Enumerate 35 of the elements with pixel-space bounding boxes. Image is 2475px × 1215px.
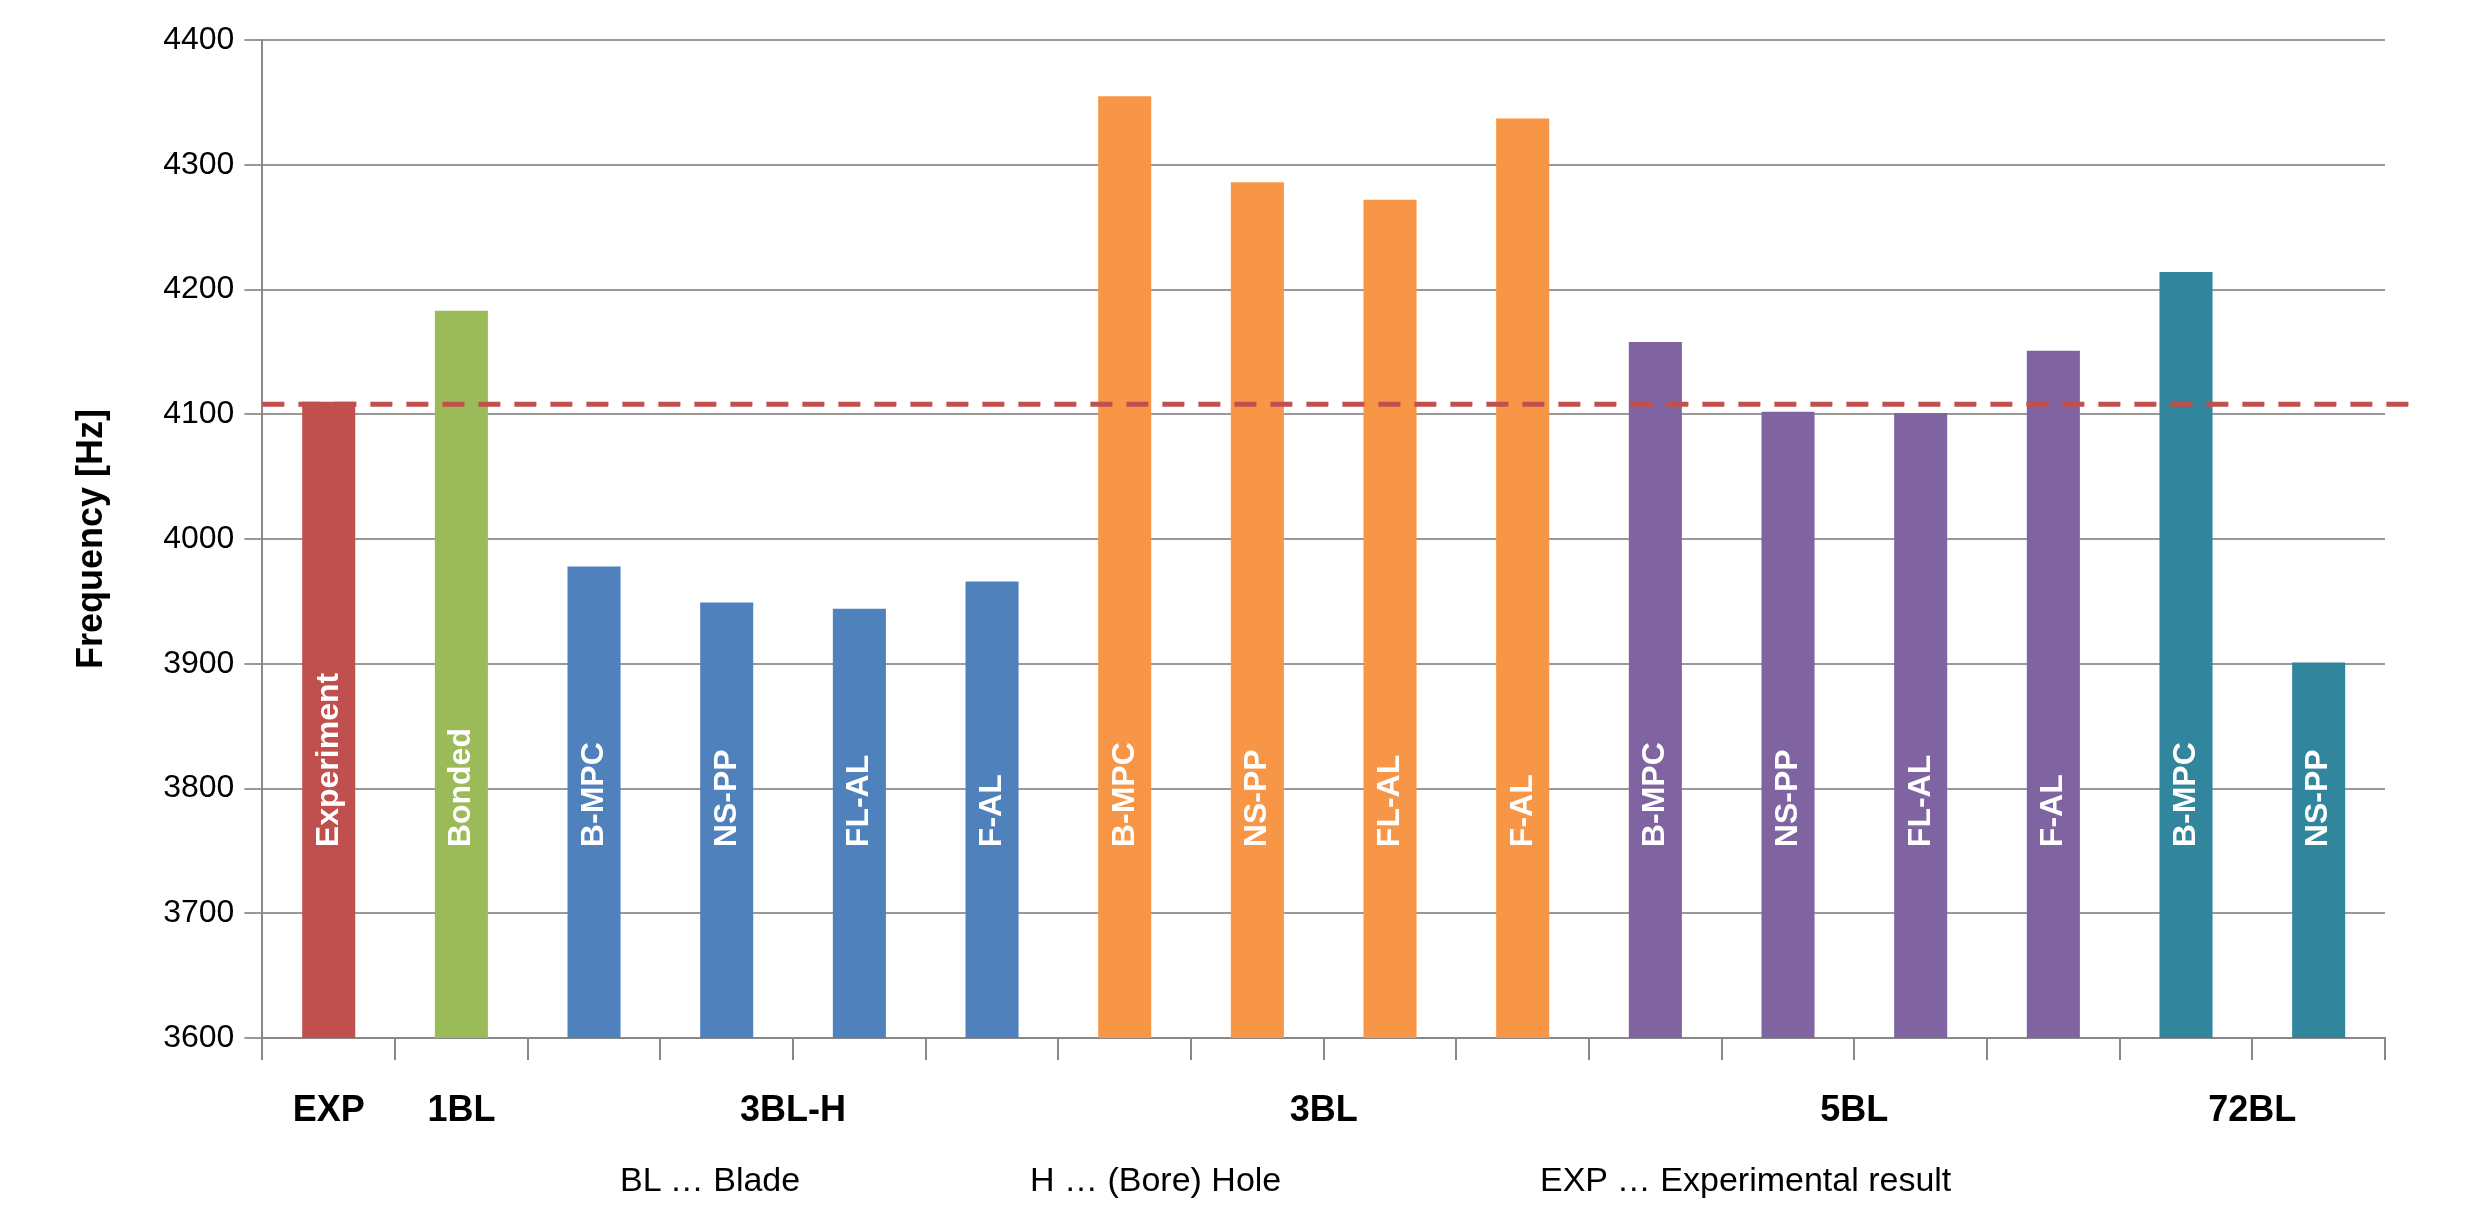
x-tick-label: B-MPC	[573, 742, 610, 848]
x-tick-label: FL-AL	[1900, 754, 1937, 848]
y-tick-label: 4200	[163, 269, 235, 306]
x-tick-label: NS-PP	[1767, 749, 1804, 848]
series-label: 3BL-H	[740, 1087, 847, 1129]
x-tick-label: NS-PP	[1237, 749, 1274, 848]
y-axis-title: Frequency [Hz]	[68, 408, 110, 670]
y-tick-label: 3900	[163, 643, 235, 680]
text: BL … Blade	[620, 1160, 801, 1199]
y-tick-label: 3800	[163, 768, 235, 805]
series-label: 1BL	[427, 1087, 496, 1129]
x-tick-label: B-MPC	[2165, 742, 2202, 848]
y-tick-label: 4300	[163, 144, 235, 181]
series-label: 72BL	[2208, 1087, 2297, 1129]
y-tick-label: 3600	[163, 1017, 235, 1054]
series-label: EXP	[292, 1087, 365, 1129]
x-tick-label: F-AL	[1502, 774, 1539, 848]
x-tick-label: B-MPC	[1104, 742, 1141, 848]
text: H … (Bore) Hole	[1030, 1160, 1282, 1199]
x-tick-label: FL-AL	[1369, 754, 1406, 848]
x-tick-label: NS-PP	[2298, 749, 2335, 848]
series-label: 3BL	[1289, 1087, 1358, 1129]
x-tick-label: Bonded	[441, 728, 478, 848]
y-tick-label: 3700	[163, 893, 235, 930]
series-label: 5BL	[1820, 1087, 1889, 1129]
y-tick-label: 4400	[163, 19, 235, 56]
x-tick-label: B-MPC	[1635, 742, 1672, 848]
text: EXP … Experimental result	[1540, 1160, 1952, 1199]
x-tick-label: F-AL	[971, 774, 1008, 848]
y-tick-label: 4100	[163, 394, 235, 431]
x-tick-label: Experiment	[308, 672, 345, 848]
y-tick-label: 4000	[163, 518, 235, 555]
x-tick-label: F-AL	[2033, 774, 2070, 848]
x-tick-label: FL-AL	[839, 754, 876, 848]
x-tick-label: NS-PP	[706, 749, 743, 848]
